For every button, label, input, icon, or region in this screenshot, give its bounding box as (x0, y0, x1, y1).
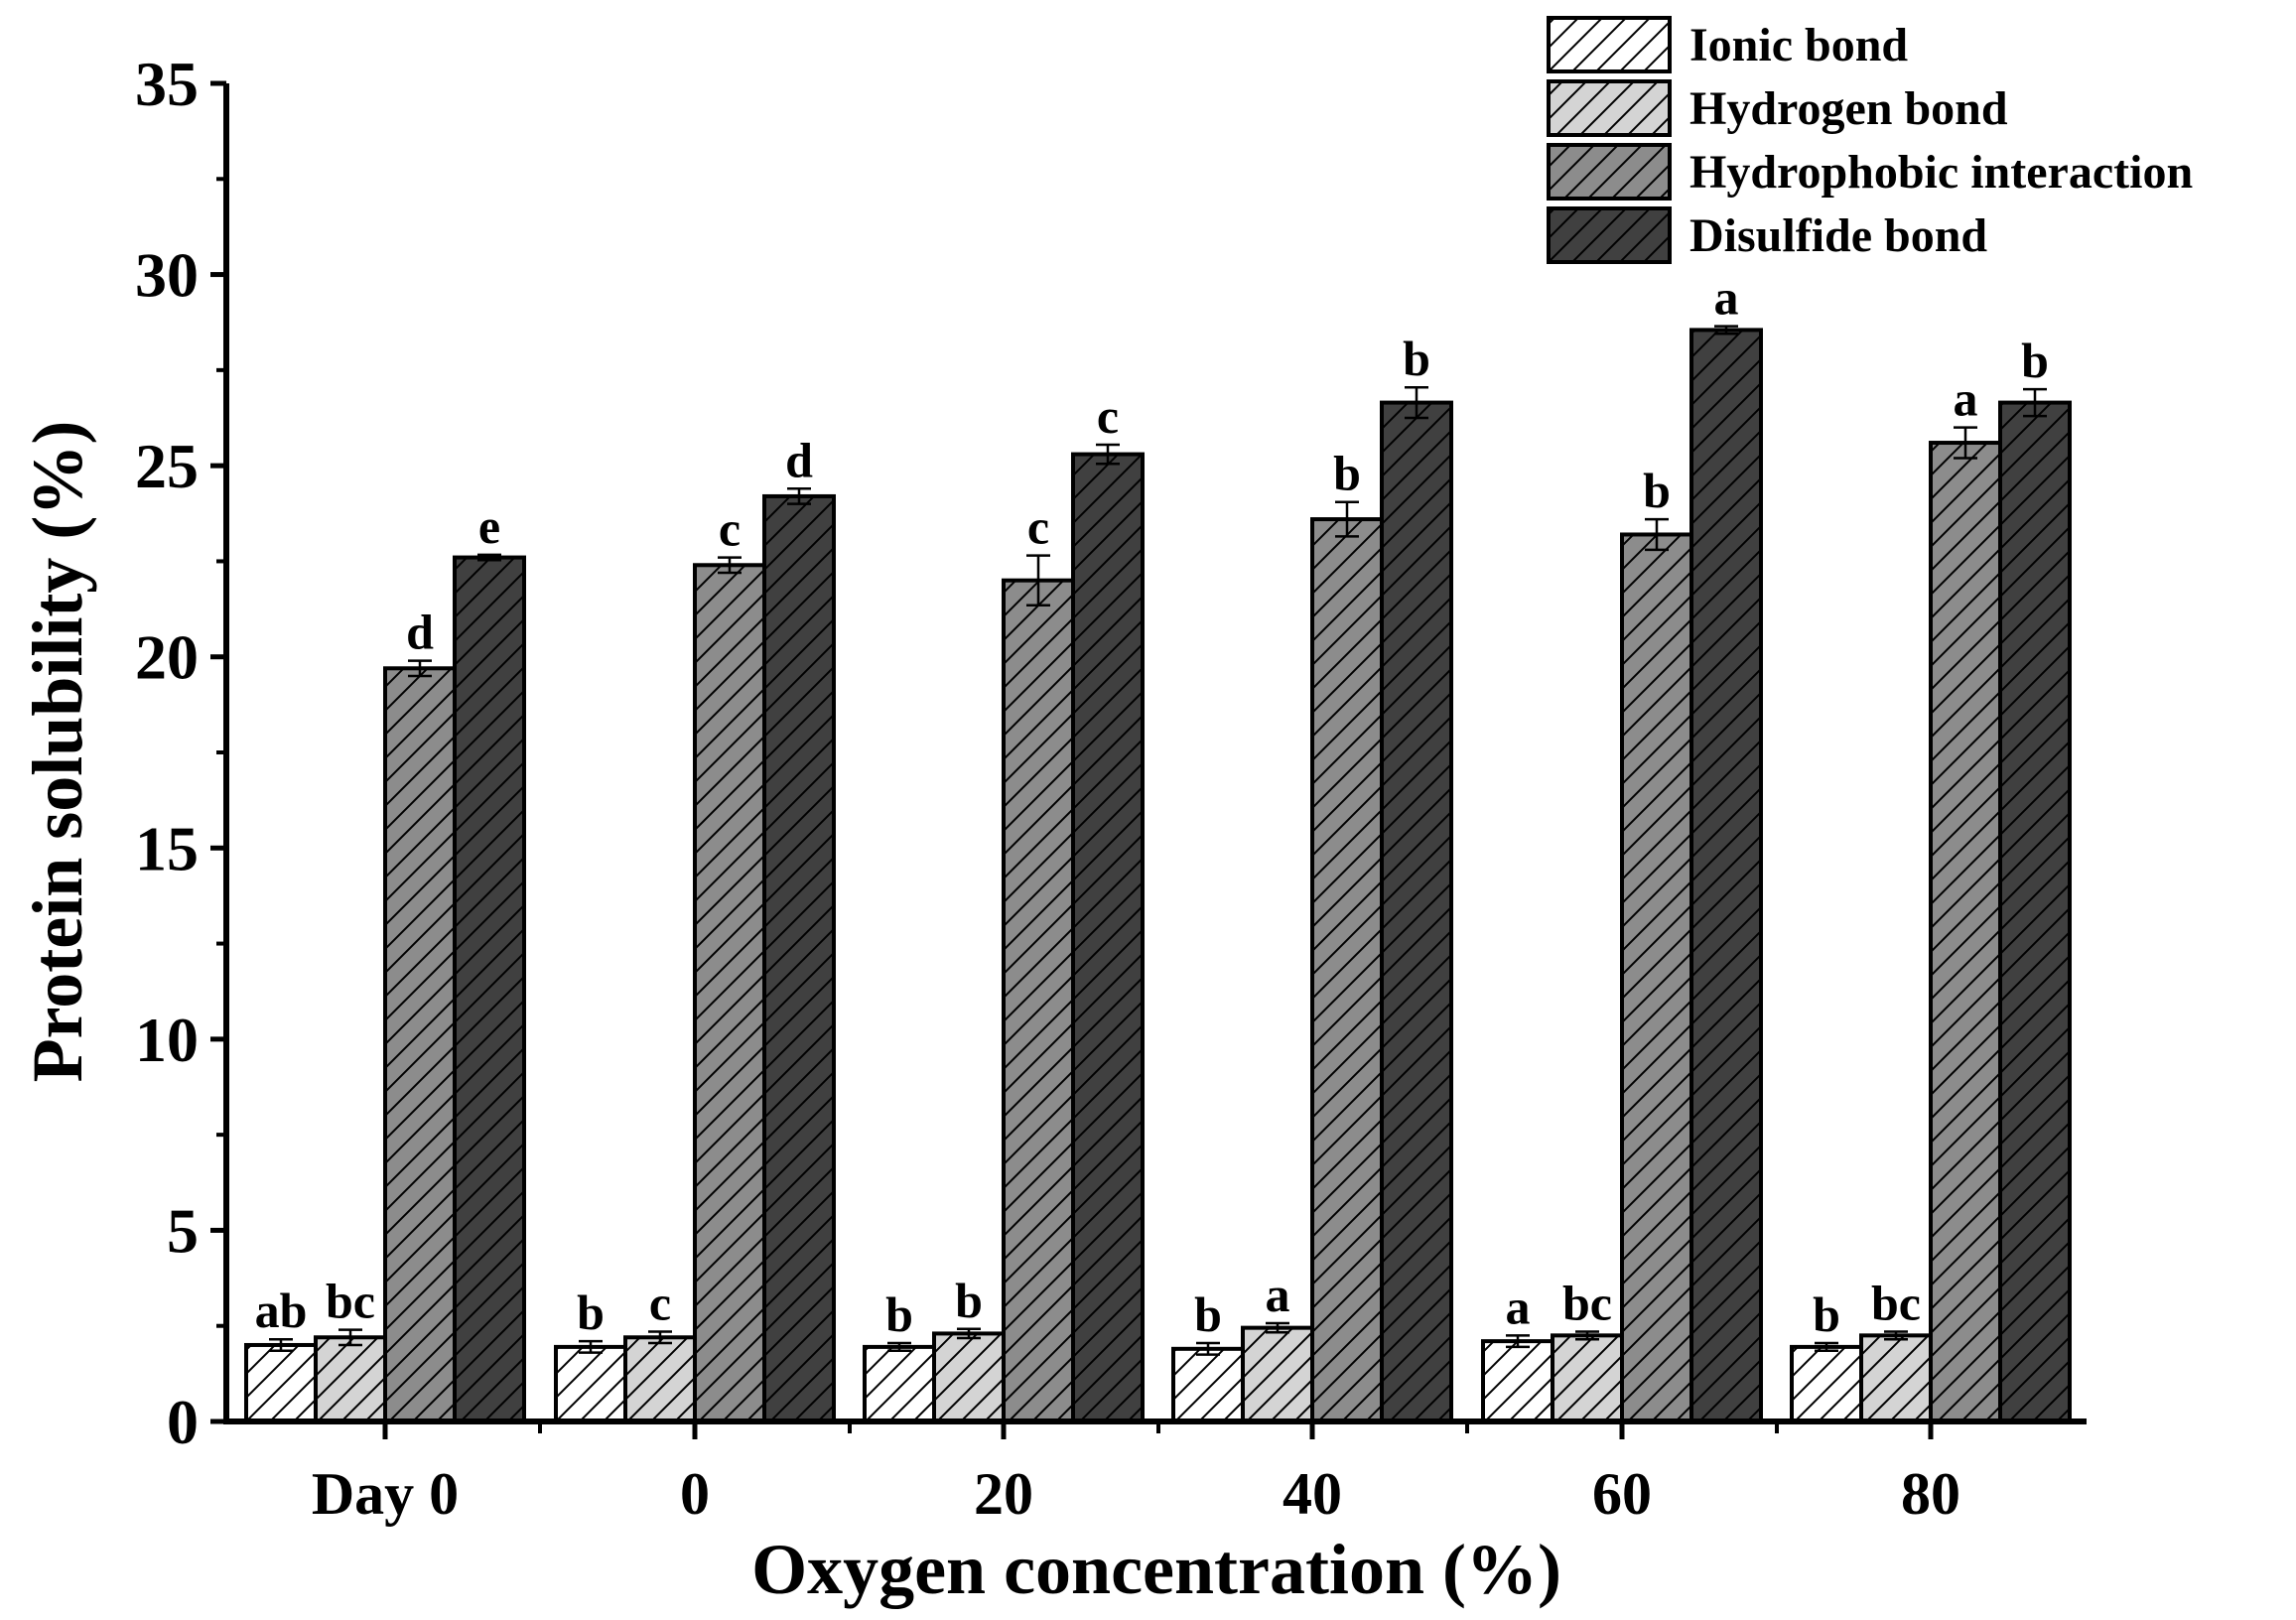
significance-label-1-2: b (955, 1273, 983, 1328)
bar-0-4 (1481, 1339, 1554, 1423)
error-bars-layer (269, 325, 2047, 1356)
y-axis-title: Protein solubility (%) (18, 421, 97, 1083)
bar-0-3 (1171, 1346, 1245, 1424)
x-category-label-0: Day 0 (312, 1461, 459, 1527)
bar-2-5 (1929, 441, 2002, 1423)
significance-label-0-5: b (1813, 1286, 1840, 1342)
bar-2-0 (383, 666, 457, 1423)
x-categories: Day 0 0 20 40 60 80 (312, 1421, 1960, 1527)
bars-layer (244, 328, 2072, 1424)
bar-1-2 (932, 1331, 1006, 1423)
y-tick-label-5: 25 (135, 431, 199, 501)
bar-0-5 (1790, 1344, 1863, 1423)
significance-label-1-3: a (1266, 1267, 1290, 1322)
legend-label-0: Ionic bond (1689, 19, 1908, 71)
x-category-label-5: 80 (1901, 1461, 1960, 1527)
significance-label-3-2: c (1097, 388, 1119, 444)
y-tick-label-4: 20 (135, 622, 199, 693)
y-tick-label-7: 35 (135, 49, 199, 119)
y-tick-label-0: 0 (167, 1387, 199, 1457)
x-category-label-2: 20 (974, 1461, 1033, 1527)
significance-label-3-4: a (1714, 270, 1739, 326)
significance-label-3-1: d (785, 432, 813, 487)
significance-label-0-0: ab (255, 1282, 308, 1338)
significance-label-0-2: b (885, 1286, 913, 1342)
bar-2-2 (1002, 578, 1075, 1423)
significance-label-2-4: b (1643, 463, 1671, 518)
significance-label-3-0: e (478, 498, 500, 554)
bar-1-1 (623, 1335, 697, 1423)
significance-label-2-0: d (406, 605, 434, 660)
y-tick-label-6: 30 (135, 240, 199, 311)
bar-3-3 (1380, 400, 1453, 1424)
y-ticks: 0 5 10 15 20 25 30 35 (135, 49, 226, 1457)
bar-2-4 (1620, 532, 1693, 1423)
bar-2-3 (1310, 517, 1384, 1423)
legend-swatch-2 (1547, 143, 1672, 201)
bar-1-5 (1859, 1333, 1933, 1424)
significance-label-2-1: c (719, 501, 741, 557)
legend-swatch-3 (1547, 206, 1672, 264)
significance-label-3-5: b (2021, 333, 2049, 388)
bar-3-2 (1071, 452, 1145, 1423)
bar-2-1 (693, 563, 766, 1423)
significance-label-1-5: bc (1871, 1275, 1921, 1330)
x-category-label-1: 0 (680, 1461, 710, 1527)
significance-label-2-5: a (1954, 371, 1978, 427)
bar-3-4 (1689, 328, 1763, 1424)
x-category-label-4: 60 (1592, 1461, 1652, 1527)
bar-1-0 (314, 1335, 387, 1423)
legend: Ionic bond Hydrogen bond Hydrophobic inter… (1547, 16, 2193, 264)
bar-0-2 (863, 1344, 936, 1423)
significance-label-1-0: bc (326, 1274, 375, 1329)
significance-label-1-1: c (649, 1275, 671, 1330)
significance-label-0-4: a (1506, 1279, 1531, 1334)
significance-label-0-1: b (577, 1284, 605, 1340)
legend-label-2: Hydrophobic interaction (1689, 146, 2193, 199)
significance-label-0-3: b (1194, 1286, 1222, 1342)
bar-3-0 (453, 555, 526, 1423)
significance-label-3-3: b (1403, 331, 1430, 386)
bar-1-4 (1551, 1333, 1624, 1424)
x-axis-title: Oxygen concentration (%) (751, 1530, 1561, 1609)
significance-label-2-3: b (1333, 446, 1361, 501)
significance-label-1-4: bc (1562, 1275, 1612, 1330)
legend-swatch-1 (1547, 79, 1672, 137)
y-tick-label-1: 5 (167, 1195, 199, 1266)
legend-label-3: Disulfide bond (1689, 209, 1987, 262)
bar-0-1 (554, 1344, 627, 1423)
bar-3-1 (762, 493, 836, 1423)
legend-label-1: Hydrogen bond (1689, 82, 2008, 135)
y-tick-label-2: 10 (135, 1005, 199, 1075)
y-tick-label-3: 15 (135, 813, 199, 883)
legend-swatch-0 (1547, 16, 1672, 73)
significance-label-2-2: c (1027, 499, 1049, 555)
x-category-label-3: 40 (1283, 1461, 1342, 1527)
bar-1-3 (1241, 1325, 1314, 1424)
bar-3-5 (1998, 400, 2072, 1424)
bar-0-0 (244, 1342, 318, 1424)
